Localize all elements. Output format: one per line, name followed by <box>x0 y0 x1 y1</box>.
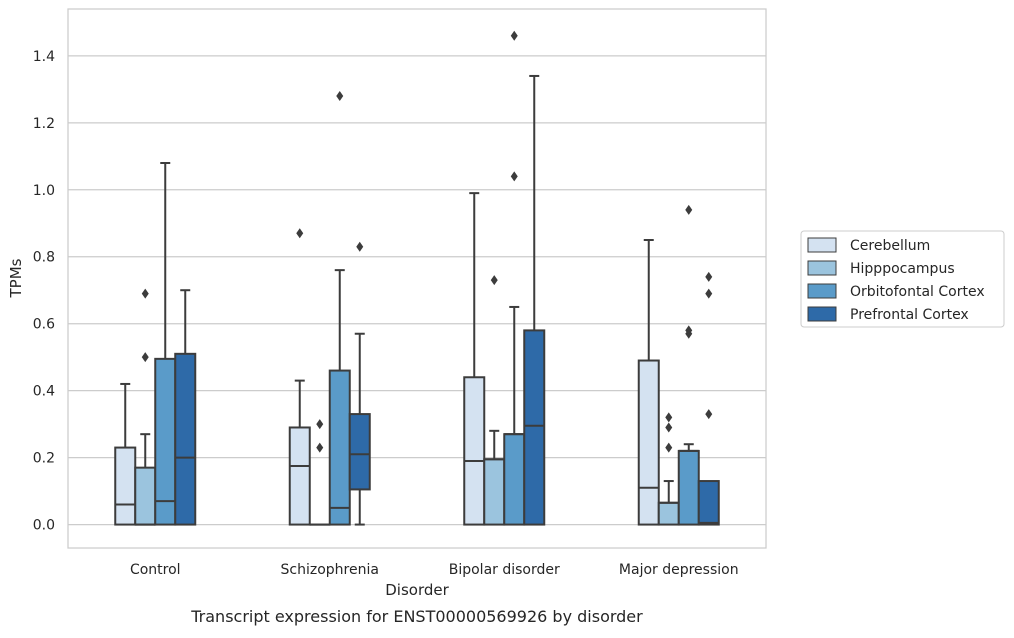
legend-swatch-1 <box>808 261 836 275</box>
y-tick-label-2: 0.4 <box>33 384 55 400</box>
y-tick-label-1: 0.2 <box>33 451 55 467</box>
y-tick-label-5: 1.0 <box>33 183 55 199</box>
x-axis-ticks: Control Schizophrenia Bipolar disorder Majo… <box>130 562 739 578</box>
x-tick-label-1: Schizophrenia <box>281 562 379 578</box>
legend-swatch-0 <box>808 238 836 252</box>
box-body <box>524 330 544 524</box>
y-axis-ticks: 0.0 0.2 0.4 0.6 0.8 1.0 1.2 1.4 <box>33 49 55 534</box>
y-tick-label-7: 1.4 <box>33 49 55 65</box>
box-body <box>290 427 310 524</box>
legend-swatch-2 <box>808 284 836 298</box>
box-body <box>464 377 484 524</box>
legend-label-0: Cerebellum <box>850 238 930 254</box>
legend-label-3: Prefrontal Cortex <box>850 307 969 323</box>
legend: Cerebellum Hipppocampus Orbitofontal Corte… <box>801 231 1004 327</box>
box-body <box>175 354 195 525</box>
y-tick-label-0: 0.0 <box>33 518 55 534</box>
y-axis-label: TPMs <box>7 258 25 298</box>
x-tick-label-2: Bipolar disorder <box>449 562 560 578</box>
x-tick-label-0: Control <box>130 562 181 578</box>
y-tick-label-3: 0.6 <box>33 317 55 333</box>
box-3-2 <box>679 444 699 524</box>
box-body <box>679 451 699 525</box>
box-body <box>484 459 504 524</box>
box-body <box>699 481 719 525</box>
box-body <box>504 434 524 524</box>
legend-label-1: Hipppocampus <box>850 261 955 277</box>
box-3-3 <box>699 481 719 525</box>
box-body <box>155 359 175 525</box>
box-body <box>639 361 659 525</box>
box-body <box>350 414 370 489</box>
box-body <box>330 371 350 525</box>
box-body <box>115 448 135 525</box>
y-tick-label-6: 1.2 <box>33 116 55 132</box>
x-tick-label-3: Major depression <box>619 562 739 578</box>
legend-label-2: Orbitofontal Cortex <box>850 284 985 300</box>
box-body <box>135 468 155 525</box>
y-tick-label-4: 0.8 <box>33 250 55 266</box>
legend-swatch-3 <box>808 307 836 321</box>
box-body <box>659 503 679 525</box>
x-axis-label: Disorder <box>385 581 449 599</box>
figure-caption: Transcript expression for ENST0000056992… <box>190 607 643 626</box>
